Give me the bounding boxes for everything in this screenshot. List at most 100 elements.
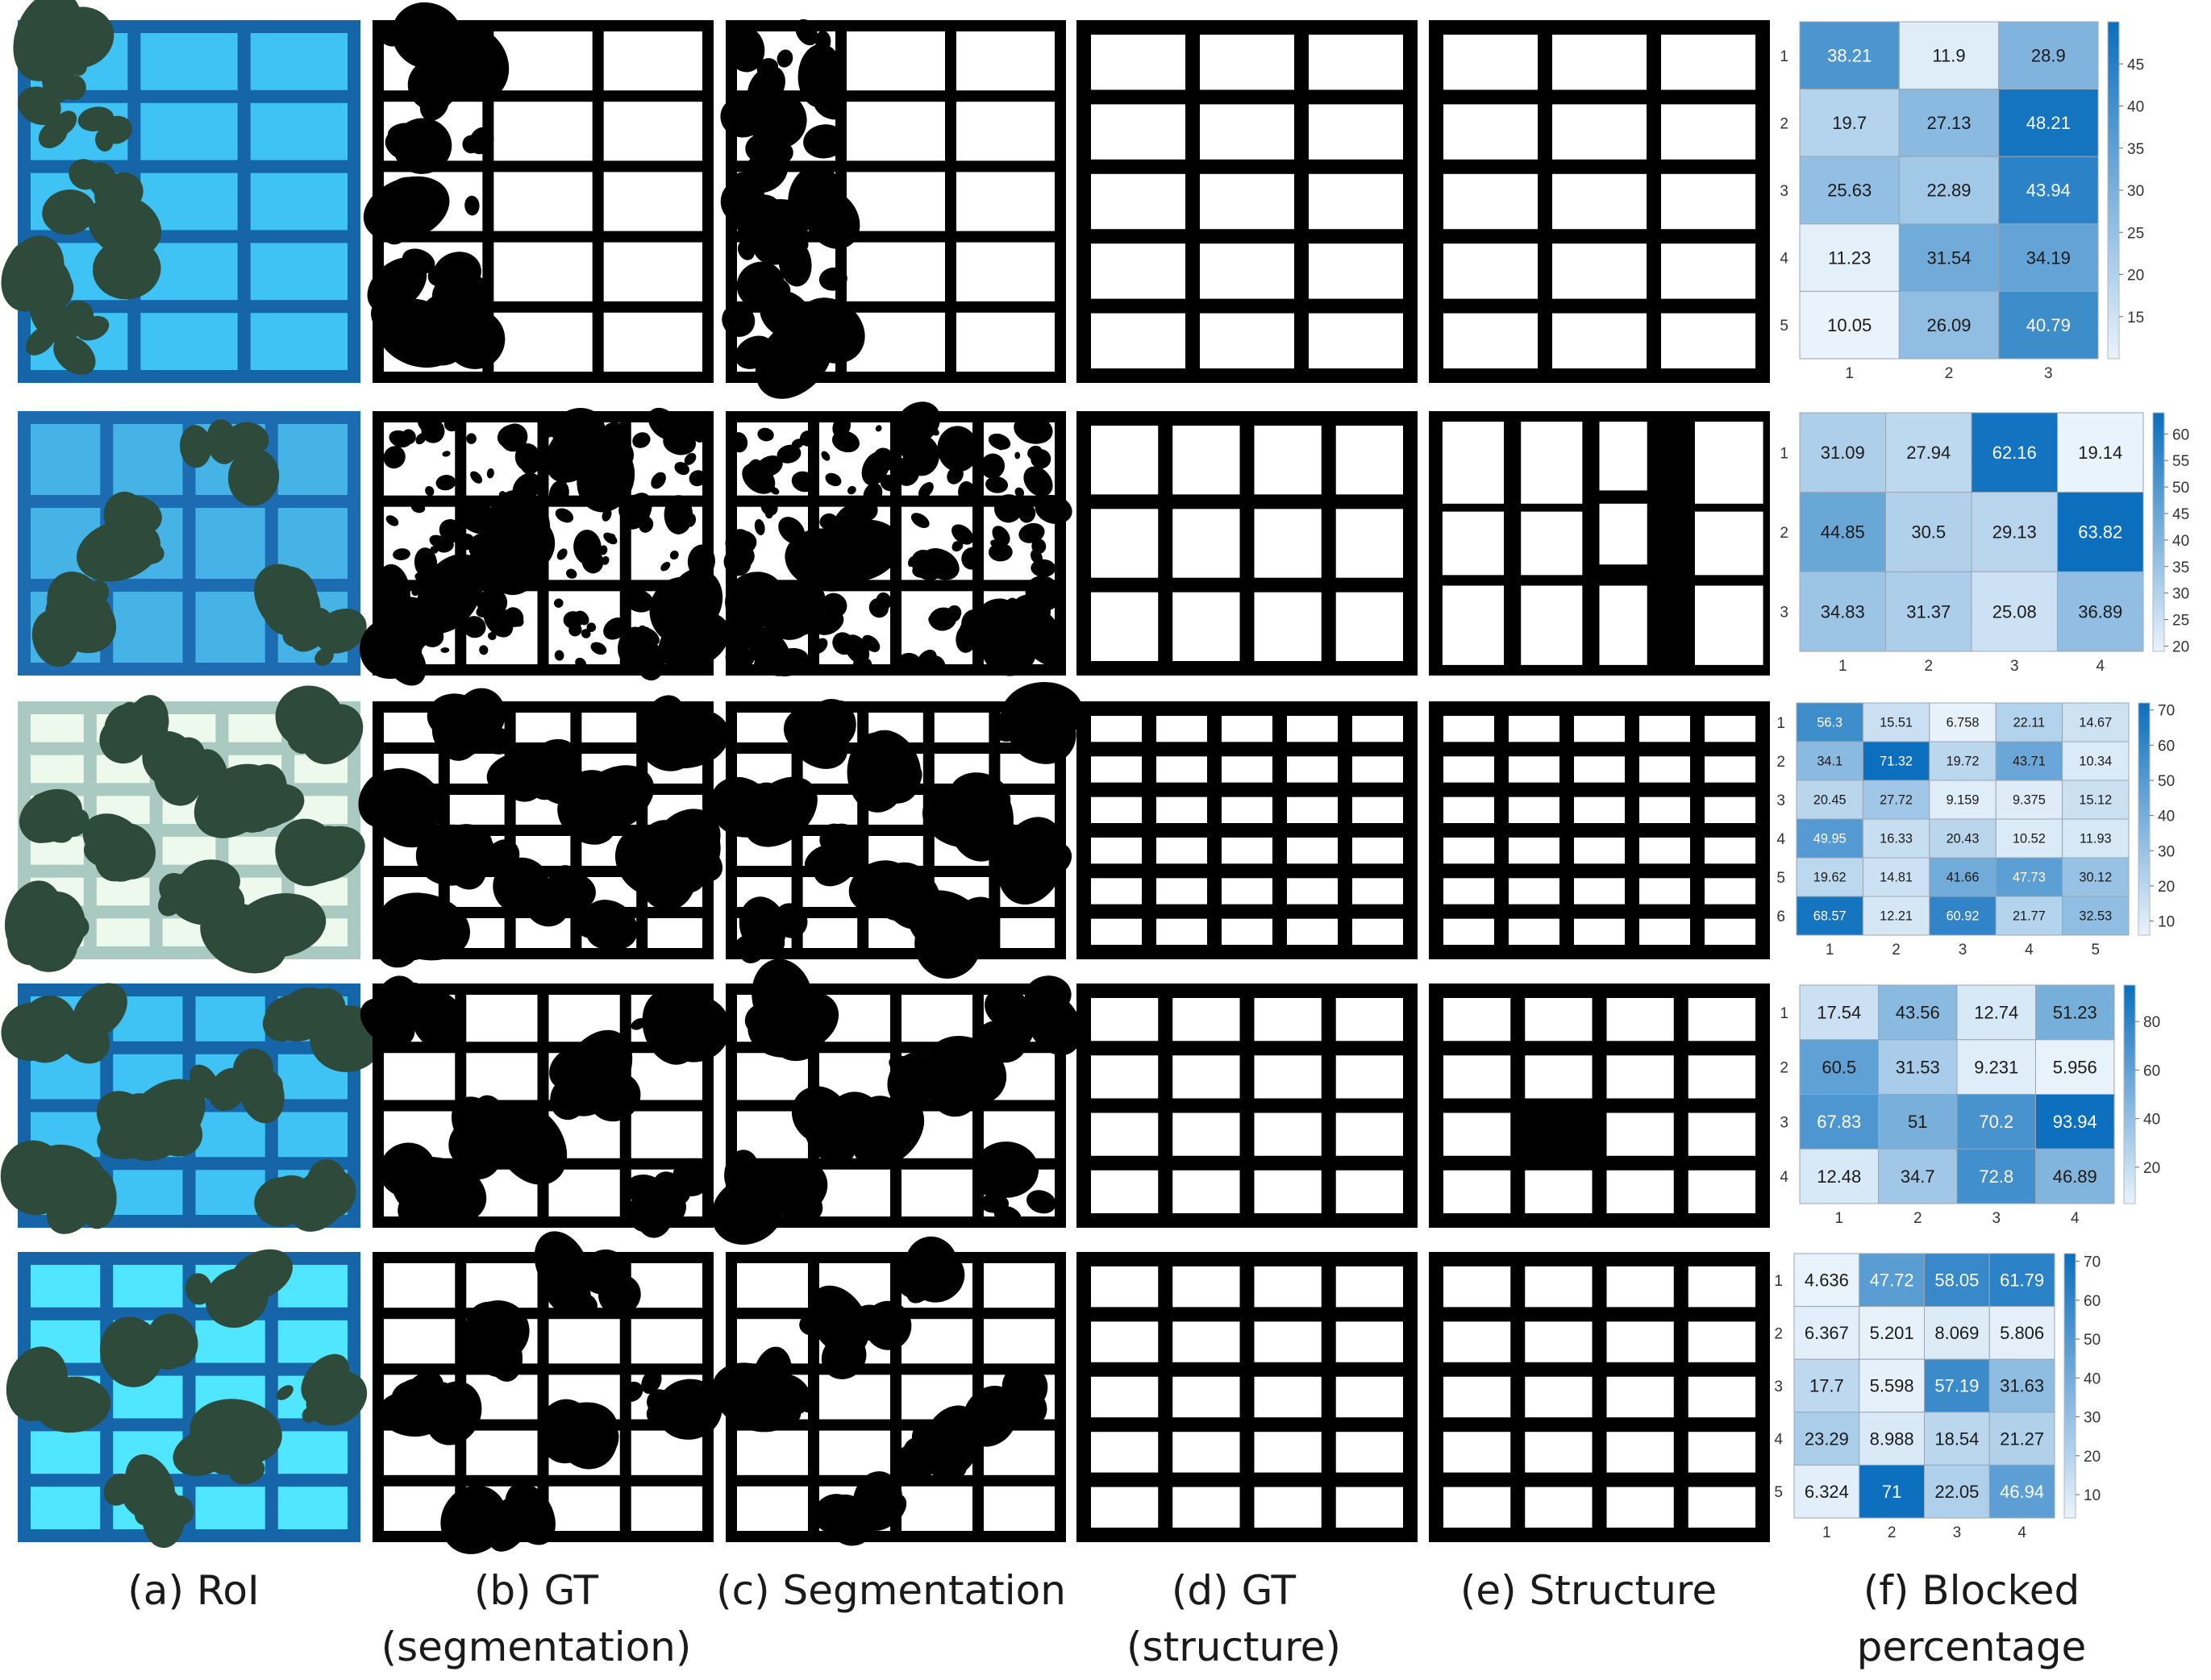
plant-blob bbox=[556, 548, 568, 560]
plant-blob bbox=[755, 617, 764, 623]
caption-line: (c) Segmentation bbox=[716, 1567, 1066, 1614]
plant-blob bbox=[429, 534, 448, 548]
plant-blob bbox=[989, 713, 1021, 742]
structure-cell bbox=[1639, 716, 1690, 742]
mask-cell bbox=[868, 836, 923, 866]
grid-cell bbox=[195, 996, 265, 1042]
structure-cell bbox=[1091, 1376, 1159, 1418]
mask-cell bbox=[515, 713, 571, 742]
colorbar-tick-label: 70 bbox=[2158, 703, 2175, 720]
heatmap-cell bbox=[1929, 741, 1997, 781]
plant-blob bbox=[852, 534, 864, 547]
heatmap-cell bbox=[1995, 780, 2063, 820]
plant-blob bbox=[1010, 1398, 1036, 1422]
heatmap-col-tick-label: 4 bbox=[2096, 658, 2105, 675]
plant-blob bbox=[95, 129, 114, 152]
heatmap-cell bbox=[1862, 741, 1930, 781]
structure-cell bbox=[1552, 313, 1647, 368]
structure-cell bbox=[1509, 878, 1559, 904]
colorbar-tick-label: 50 bbox=[2084, 1332, 2101, 1349]
caption-line: (segmentation) bbox=[381, 1624, 692, 1670]
heatmap-value-label: 58.05 bbox=[1934, 1270, 1979, 1291]
plant-blob bbox=[734, 634, 748, 646]
heatmap-value-label: 49.95 bbox=[1813, 832, 1847, 846]
plant-blob bbox=[505, 1482, 556, 1545]
plant-blob bbox=[689, 470, 706, 487]
structure-cell bbox=[1156, 918, 1207, 945]
colorbar-tick-label: 20 bbox=[2084, 1449, 2101, 1466]
structure-cell bbox=[1091, 426, 1159, 495]
structure-cell bbox=[1574, 756, 1625, 783]
plant-blob bbox=[831, 430, 860, 453]
colorbar-tick-label: 50 bbox=[2172, 480, 2189, 497]
plant-blob bbox=[947, 466, 964, 484]
heatmap-cell bbox=[1998, 223, 2099, 292]
heatmap-value-label: 18.54 bbox=[1934, 1428, 1979, 1449]
plant-blob bbox=[936, 937, 966, 958]
plant-blob bbox=[798, 1387, 815, 1413]
structure-cell bbox=[1172, 1432, 1240, 1473]
heatmap-cell bbox=[1998, 290, 2099, 360]
plant-blob bbox=[659, 839, 711, 881]
heatmap-cell bbox=[1898, 156, 2000, 225]
structure-cell bbox=[1352, 756, 1403, 783]
plant-blob bbox=[632, 432, 651, 448]
plant-blob bbox=[385, 515, 399, 526]
roi-image bbox=[18, 411, 367, 676]
structure-cell bbox=[1091, 878, 1142, 904]
mask-cell bbox=[384, 1319, 456, 1364]
structure-cell bbox=[1688, 1055, 1755, 1099]
plant-blob bbox=[411, 138, 435, 164]
plant-blob bbox=[551, 449, 559, 457]
roi-image bbox=[1, 0, 360, 383]
plant-blob bbox=[145, 1327, 185, 1370]
heatmap-cell bbox=[1799, 412, 1886, 493]
plant-blob bbox=[590, 642, 607, 655]
plant-blob bbox=[419, 86, 450, 121]
plant-blob bbox=[281, 987, 326, 1019]
mask-cell bbox=[631, 1486, 702, 1531]
plant-blob bbox=[440, 647, 450, 653]
structure-cell bbox=[1254, 998, 1322, 1042]
structure-cell bbox=[1200, 35, 1294, 90]
structure-cell bbox=[1694, 585, 1763, 665]
plant-blob bbox=[680, 584, 698, 607]
plant-blob bbox=[655, 723, 674, 746]
caption-line: (e) Structure bbox=[1459, 1567, 1718, 1614]
heatmap-row-tick-label: 2 bbox=[1780, 525, 1788, 542]
plant-blob bbox=[194, 1431, 210, 1451]
structure-cell bbox=[1688, 1487, 1755, 1528]
plant-blob bbox=[974, 1165, 997, 1196]
heatmap-cell bbox=[1862, 702, 1930, 742]
gt-structure-mask bbox=[1076, 983, 1418, 1228]
heatmap-value-label: 5.201 bbox=[1870, 1323, 1914, 1343]
heatmap-value-label: 43.56 bbox=[1896, 1003, 1940, 1023]
plant-blob bbox=[1018, 522, 1045, 543]
structure-cell bbox=[1606, 1321, 1674, 1362]
structure-cell bbox=[1599, 503, 1647, 565]
plant-blob bbox=[550, 417, 563, 430]
colorbar-tick-label: 25 bbox=[2127, 225, 2144, 242]
heatmap-value-label: 10.34 bbox=[2079, 755, 2112, 769]
colorbar-tick-label: 40 bbox=[2172, 533, 2189, 550]
roi-image bbox=[4, 685, 365, 974]
plant-blob bbox=[997, 817, 1066, 905]
structure-cell bbox=[1599, 585, 1647, 665]
plant-blob bbox=[756, 455, 783, 477]
heatmap-cell bbox=[2035, 1148, 2115, 1204]
structure-cell bbox=[1606, 1112, 1674, 1156]
structure-cell bbox=[1335, 592, 1403, 661]
heatmap-cell bbox=[1956, 984, 2036, 1041]
heatmap-cell bbox=[1793, 1358, 1860, 1413]
structure-cell bbox=[1574, 838, 1625, 864]
structure-cell bbox=[1525, 1266, 1593, 1308]
heatmap-value-label: 8.069 bbox=[1934, 1323, 1979, 1343]
plant-blob bbox=[1, 1002, 61, 1062]
structure-cell bbox=[1574, 716, 1625, 742]
heatmap-value-label: 70.2 bbox=[1979, 1112, 2013, 1132]
colorbar-tick-label: 30 bbox=[2172, 586, 2189, 603]
heatmap-row-tick-label: 2 bbox=[1780, 1060, 1788, 1077]
plant-blob bbox=[470, 471, 482, 484]
heatmap-col-tick-label: 2 bbox=[1924, 658, 1933, 675]
structure-cell bbox=[1443, 104, 1538, 160]
